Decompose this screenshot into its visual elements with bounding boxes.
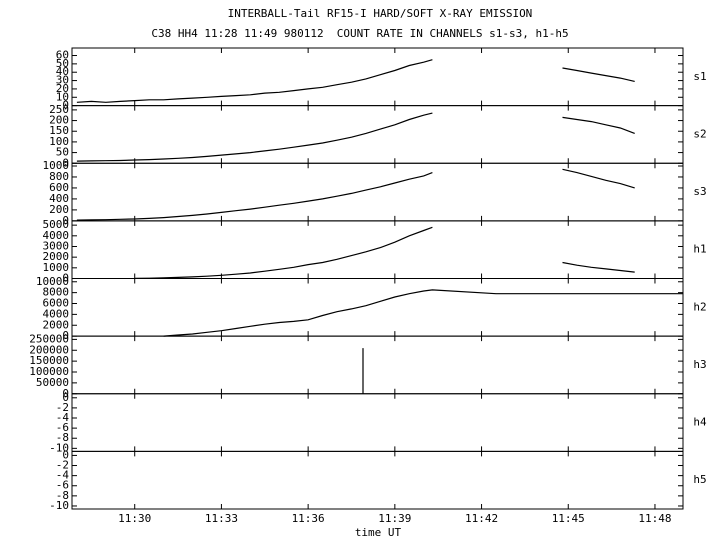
x-tick-label: 11:30	[118, 512, 151, 525]
x-tick-label: 11:45	[552, 512, 585, 525]
y-tick-label: 1000	[43, 159, 70, 172]
y-tick-label: 0	[62, 448, 69, 461]
data-line	[163, 289, 683, 337]
y-tick-label: 30	[56, 74, 69, 87]
x-tick-label: 11:48	[638, 512, 671, 525]
y-tick-label: -10	[49, 441, 69, 454]
y-tick-label: 4000	[43, 229, 70, 242]
y-tick-label: -2	[56, 459, 69, 472]
y-tick-label: 2000	[43, 250, 70, 263]
y-tick-label: 0	[62, 387, 69, 400]
x-tick-label: 11:33	[205, 512, 238, 525]
y-tick-label: -6	[56, 421, 69, 434]
panel-label: h1	[693, 243, 706, 256]
y-tick-label: 0	[62, 156, 69, 169]
y-tick-label: 200000	[29, 343, 69, 356]
y-tick-label: 0	[62, 272, 69, 285]
y-tick-label: 50	[56, 146, 69, 159]
y-tick-label: 150000	[29, 354, 69, 367]
y-tick-label: 4000	[43, 307, 70, 320]
y-tick-label: 2000	[43, 318, 70, 331]
chart-subtitle: C38 HH4 11:28 11:49 980112 COUNT RATE IN…	[151, 27, 568, 40]
x-tick-label: 11:42	[465, 512, 498, 525]
panel-label: s1	[693, 70, 706, 83]
y-tick-label: 6000	[43, 297, 70, 310]
y-tick-label: 250000	[29, 332, 69, 345]
y-tick-label: 400	[49, 192, 69, 205]
y-tick-label: 3000	[43, 239, 70, 252]
panel-frame	[71, 450, 684, 510]
y-tick-label: 1000	[43, 261, 70, 274]
y-tick-label: 100000	[29, 365, 69, 378]
y-tick-label: 50000	[36, 376, 69, 389]
data-line	[134, 226, 635, 279]
y-tick-label: 0	[62, 99, 69, 112]
y-tick-label: 8000	[43, 286, 70, 299]
y-tick-label: 100	[49, 135, 69, 148]
y-tick-label: -8	[56, 431, 69, 444]
y-tick-label: 60	[56, 49, 69, 62]
y-tick-label: -10	[49, 499, 69, 512]
y-tick-label: 200	[49, 203, 69, 216]
y-tick-label: 150	[49, 124, 69, 137]
panel-label: h5	[693, 473, 706, 486]
chart-title: INTERBALL-Tail RF15-I HARD/SOFT X-RAY EM…	[228, 7, 533, 20]
panel-label: s3	[693, 185, 706, 198]
y-tick-label: 600	[49, 181, 69, 194]
y-tick-label: 10	[56, 90, 69, 103]
x-tick-label: 11:39	[378, 512, 411, 525]
panel-label: h3	[693, 358, 706, 371]
y-tick-label: 40	[56, 65, 69, 78]
y-tick-label: 0	[62, 329, 69, 342]
y-tick-label: 10000	[36, 275, 69, 288]
y-tick-label: -2	[56, 401, 69, 414]
x-axis-label: time UT	[355, 526, 402, 539]
panel-label: h4	[693, 416, 707, 429]
panel-label: h2	[693, 300, 706, 313]
data-line	[76, 168, 635, 221]
y-tick-label: -8	[56, 489, 69, 502]
x-tick-label: 11:36	[292, 512, 325, 525]
y-tick-label: -4	[56, 411, 70, 424]
y-tick-label: -4	[56, 469, 70, 482]
y-tick-label: 5000	[43, 218, 70, 231]
y-tick-label: 50	[56, 57, 69, 70]
panel-label: s2	[693, 127, 706, 140]
y-tick-label: 200	[49, 114, 69, 127]
y-tick-label: 250	[49, 103, 69, 116]
data-line	[76, 59, 635, 103]
y-tick-label: 0	[62, 214, 69, 227]
y-tick-label: 800	[49, 170, 69, 183]
data-line	[76, 112, 635, 162]
y-tick-label: 20	[56, 82, 69, 95]
y-tick-label: 0	[62, 391, 69, 404]
y-tick-label: -6	[56, 479, 69, 492]
